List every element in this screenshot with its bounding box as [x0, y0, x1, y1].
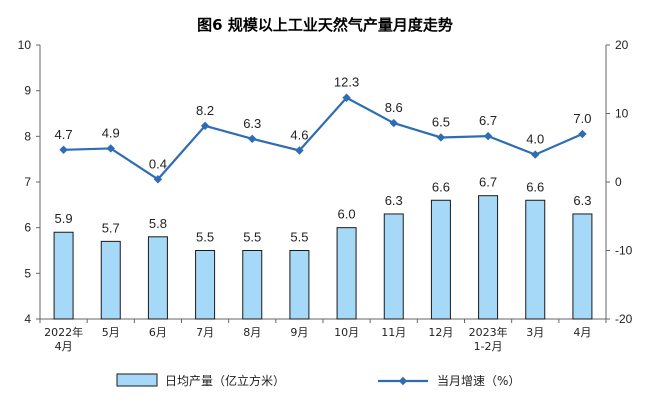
- line-value-label: 6.3: [243, 116, 261, 131]
- line-point: [153, 175, 163, 184]
- x-tick-label: 6月: [149, 326, 167, 339]
- bar: [242, 250, 263, 320]
- bar-value-label: 6.6: [432, 179, 450, 194]
- y-left-tick-label: 9: [24, 84, 31, 98]
- line-point: [436, 133, 446, 142]
- bar: [430, 199, 451, 320]
- bar-value-label: 5.7: [102, 220, 120, 235]
- y-left-tick-label: 7: [24, 175, 31, 189]
- legend-line-label: 当月增速（%）: [437, 374, 520, 388]
- line-point: [389, 118, 398, 128]
- growth-line: [63, 96, 583, 181]
- line-point: [200, 121, 210, 131]
- bar-value-label: 5.5: [243, 230, 261, 245]
- y-right-tick-label: 10: [615, 107, 629, 121]
- line-value-label: 6.7: [479, 113, 497, 128]
- x-tick-label: 3月: [526, 326, 544, 339]
- y-right-tick-label: -10: [615, 244, 633, 258]
- legend-line-marker: [398, 376, 408, 386]
- bar-value-label: 5.5: [290, 230, 308, 245]
- bar-value-label: 5.5: [196, 230, 214, 245]
- x-tick-label: 8月: [243, 326, 261, 339]
- y-left-tick-label: 6: [24, 221, 31, 235]
- line-value-label: 0.4: [149, 156, 167, 171]
- line-value-label: 6.5: [432, 114, 450, 129]
- y-right-tick-label: 20: [615, 38, 629, 52]
- line-value-label: 4.9: [102, 125, 120, 140]
- bar: [289, 250, 310, 320]
- bar: [147, 236, 168, 320]
- bar-value-label: 5.8: [149, 216, 167, 231]
- line-value-label: 4.6: [290, 127, 308, 142]
- bar-value-label: 6.7: [479, 175, 497, 190]
- x-tick-label: 2023年 1-2月: [469, 325, 508, 353]
- bar: [53, 231, 74, 320]
- line-point: [342, 93, 351, 102]
- legend: 日均产量（亿立方米） 当月增速（%）: [116, 373, 520, 388]
- y-left-tick-label: 8: [24, 129, 31, 143]
- bar: [195, 250, 216, 320]
- x-tick-label: 2022年 4月: [44, 325, 83, 353]
- line-series: 4.7 4.9 0.4 8.2 6.3 4.6 12.3 8.6 6.5 6.7 4.0 7.0: [55, 75, 591, 184]
- x-tick-label: 9月: [290, 326, 308, 339]
- bar-value-label: 6.3: [573, 193, 591, 208]
- y-left-tick-label: 10: [18, 38, 32, 52]
- x-tick-label: 11月: [381, 326, 406, 339]
- legend-bar-swatch: [116, 373, 158, 387]
- bar-value-label: 6.0: [338, 207, 356, 222]
- line-point: [295, 146, 304, 155]
- line-point: [106, 144, 115, 153]
- x-tick-label: 10月: [334, 326, 359, 339]
- bar: [336, 227, 357, 320]
- line-value-label: 7.0: [573, 111, 591, 126]
- line-value-label: 4.0: [526, 132, 544, 147]
- line-value-label: 4.7: [55, 127, 73, 142]
- y-left-tick-label: 5: [24, 266, 31, 280]
- bar-series: 5.9 5.7 5.8 5.5 5.5 5.5 6.0 6.3 6.6 6.7 6.6 6.3: [53, 175, 593, 320]
- line-point: [59, 145, 68, 155]
- chart-title: 图6 规模以上工业天然气产量月度走势: [197, 16, 453, 34]
- bar: [572, 213, 593, 320]
- legend-bar-label: 日均产量（亿立方米）: [165, 373, 285, 388]
- x-tick-label: 4月: [573, 326, 591, 339]
- x-tick-label: 5月: [102, 326, 120, 339]
- chart-axes: 4 5 6 7 8 9 10 -20 -10 0 10 20 2022年 4月 5月 6月 7月 8月 9月 10月 1…: [18, 38, 633, 353]
- bar-value-label: 6.3: [385, 193, 403, 208]
- x-tick-label: 7月: [196, 326, 214, 339]
- y-right-tick-label: -20: [615, 312, 633, 326]
- line-value-label: 8.2: [196, 103, 214, 118]
- line-point: [248, 134, 257, 144]
- bar-value-label: 5.9: [55, 211, 73, 226]
- bar-value-label: 6.6: [526, 179, 544, 194]
- y-left-tick-label: 4: [24, 312, 31, 326]
- x-tick-label: 12月: [428, 326, 453, 339]
- line-value-label: 8.6: [385, 100, 403, 115]
- line-value-label: 12.3: [334, 75, 359, 90]
- line-point: [483, 131, 493, 141]
- bar: [525, 199, 546, 320]
- line-point: [578, 129, 587, 139]
- bar: [383, 213, 404, 320]
- bar: [100, 240, 121, 320]
- line-point: [531, 150, 540, 159]
- y-right-tick-label: 0: [615, 175, 622, 189]
- bar: [478, 195, 499, 320]
